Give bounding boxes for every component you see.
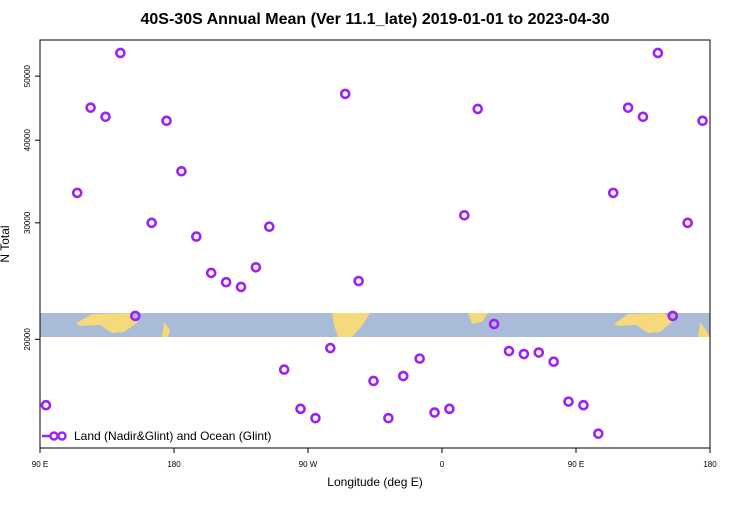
point: [518, 348, 530, 360]
point: [667, 310, 679, 322]
map-strip: [40, 313, 710, 337]
point: [652, 47, 664, 59]
point: [697, 115, 708, 127]
point: [563, 396, 574, 407]
x-tick-label: 0: [440, 460, 445, 469]
point: [278, 364, 290, 375]
point: [459, 209, 470, 221]
point: [115, 47, 126, 59]
point: [622, 102, 634, 113]
point: [310, 412, 321, 424]
y-axis-label: N Total: [0, 225, 12, 262]
point: [548, 356, 559, 368]
x-tick-label: 90 E: [32, 460, 48, 469]
point: [191, 231, 202, 242]
point: [263, 221, 275, 233]
x-tick-label: 180: [167, 460, 181, 469]
legend-label: Land (Nadir&Glint) and Ocean (Glint): [74, 429, 271, 443]
plot-frame: [39, 39, 711, 449]
point: [205, 267, 217, 279]
point: [100, 111, 111, 123]
point: [444, 403, 455, 415]
point: [488, 318, 500, 330]
x-axis-label: Longitude (deg E): [327, 475, 422, 489]
point: [368, 375, 379, 387]
point: [250, 261, 262, 273]
point: [71, 187, 83, 199]
y-tick-label: 40000: [23, 129, 32, 152]
point: [637, 111, 649, 123]
point: [339, 88, 351, 100]
y-tick-label: 20000: [23, 328, 32, 351]
point: [220, 276, 232, 288]
point: [40, 399, 52, 411]
point: [85, 102, 96, 113]
point: [161, 115, 172, 127]
point: [353, 275, 364, 287]
point: [146, 217, 157, 229]
point: [397, 370, 409, 382]
point: [176, 165, 187, 177]
point: [325, 342, 336, 354]
point: [593, 428, 604, 439]
x-tick-label: 90 W: [299, 460, 318, 469]
legend-marker: [57, 431, 67, 441]
point: [295, 403, 306, 415]
point: [235, 281, 247, 293]
point: [129, 310, 141, 322]
x-tick-label: 180: [703, 460, 717, 469]
point: [472, 103, 484, 115]
y-tick-label: 30000: [23, 211, 32, 234]
point: [682, 217, 693, 229]
point: [607, 187, 619, 199]
legend-marker: [49, 431, 59, 441]
chart-title: 40S-30S Annual Mean (Ver 11.1_late) 2019…: [141, 11, 610, 28]
x-tick-label: 90 E: [568, 460, 584, 469]
y-tick-label: 50000: [23, 64, 32, 87]
point: [533, 347, 545, 358]
point: [429, 407, 440, 418]
point: [414, 353, 425, 364]
point: [503, 345, 515, 357]
point: [578, 399, 589, 411]
point: [383, 412, 394, 424]
